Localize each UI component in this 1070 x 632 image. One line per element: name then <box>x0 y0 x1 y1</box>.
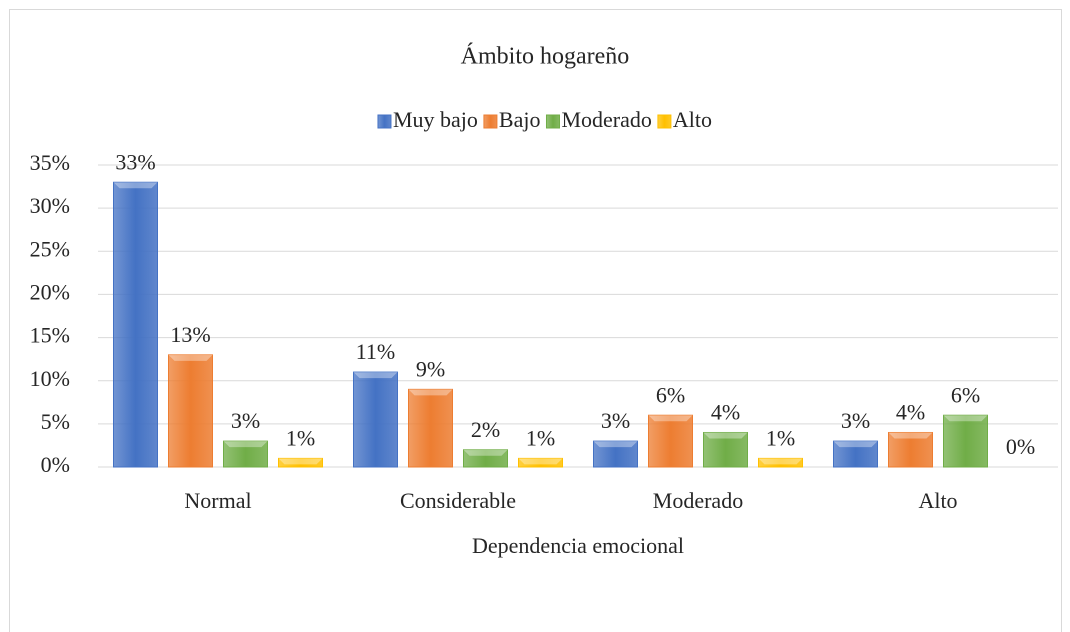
bar-bevel <box>943 415 988 422</box>
bar-bevel <box>353 372 398 379</box>
y-tick-label: 35% <box>30 150 70 175</box>
bar-bevel <box>463 449 508 456</box>
bar <box>408 388 453 468</box>
x-tick-label: Alto <box>918 488 957 513</box>
bar <box>353 371 398 468</box>
bar <box>223 440 268 468</box>
legend-swatch <box>545 114 560 129</box>
data-label: 33% <box>115 149 155 174</box>
data-label: 1% <box>286 425 315 450</box>
bar <box>833 440 878 468</box>
bar-bevel <box>278 458 323 465</box>
legend: Muy bajo Bajo Moderado Alto <box>377 107 712 132</box>
x-tick-label: Normal <box>184 488 251 513</box>
y-tick-label: 25% <box>30 236 70 261</box>
data-label: 3% <box>601 408 630 433</box>
data-label: 1% <box>526 425 555 450</box>
bar <box>943 414 988 468</box>
bar <box>278 457 323 468</box>
chart-frame <box>9 9 1062 632</box>
data-label: 3% <box>841 408 870 433</box>
y-tick-label: 0% <box>41 452 70 477</box>
y-tick-label: 15% <box>30 323 70 348</box>
bar <box>703 431 748 468</box>
data-label: 3% <box>231 408 260 433</box>
bar <box>463 449 508 468</box>
data-label: 11% <box>356 339 396 364</box>
data-label: 4% <box>711 400 740 425</box>
bar <box>648 414 693 468</box>
y-tick-label: 10% <box>30 366 70 391</box>
legend-swatch <box>377 114 392 129</box>
bar-bevel <box>168 354 213 361</box>
legend-swatch <box>483 114 498 129</box>
chart-title: Ámbito hogareño <box>461 44 630 70</box>
data-label: 9% <box>416 356 445 381</box>
bar-bevel <box>888 432 933 439</box>
data-label: 0% <box>1006 434 1035 459</box>
data-label: 6% <box>951 382 980 407</box>
bar <box>888 431 933 468</box>
legend-swatch <box>657 114 672 129</box>
bar <box>113 181 158 468</box>
bar <box>168 354 213 468</box>
bar-bevel <box>593 441 638 448</box>
legend-label: Moderado <box>561 107 651 132</box>
x-tick-label: Considerable <box>400 488 516 513</box>
y-tick-label: 30% <box>30 193 70 218</box>
data-label: 1% <box>766 425 795 450</box>
bar-bevel <box>408 389 453 396</box>
data-label: 4% <box>896 400 925 425</box>
y-tick-label: 20% <box>30 279 70 304</box>
bar-bevel <box>703 432 748 439</box>
data-label: 13% <box>170 322 210 347</box>
data-label: 6% <box>656 382 685 407</box>
bar-bevel <box>223 441 268 448</box>
legend-label: Bajo <box>499 107 541 132</box>
legend-label: Muy bajo <box>393 107 478 132</box>
x-axis-title: Dependencia emocional <box>472 533 684 558</box>
bar-bevel <box>648 415 693 422</box>
bar <box>518 457 563 468</box>
legend-label: Alto <box>673 107 712 132</box>
bar-bevel <box>833 441 878 448</box>
bar-bevel <box>518 458 563 465</box>
data-label: 2% <box>471 417 500 442</box>
bar-bevel <box>113 182 158 189</box>
x-tick-label: Moderado <box>653 488 743 513</box>
bar <box>758 457 803 468</box>
y-tick-label: 5% <box>41 409 70 434</box>
bar-bevel <box>758 458 803 465</box>
bar <box>593 440 638 468</box>
